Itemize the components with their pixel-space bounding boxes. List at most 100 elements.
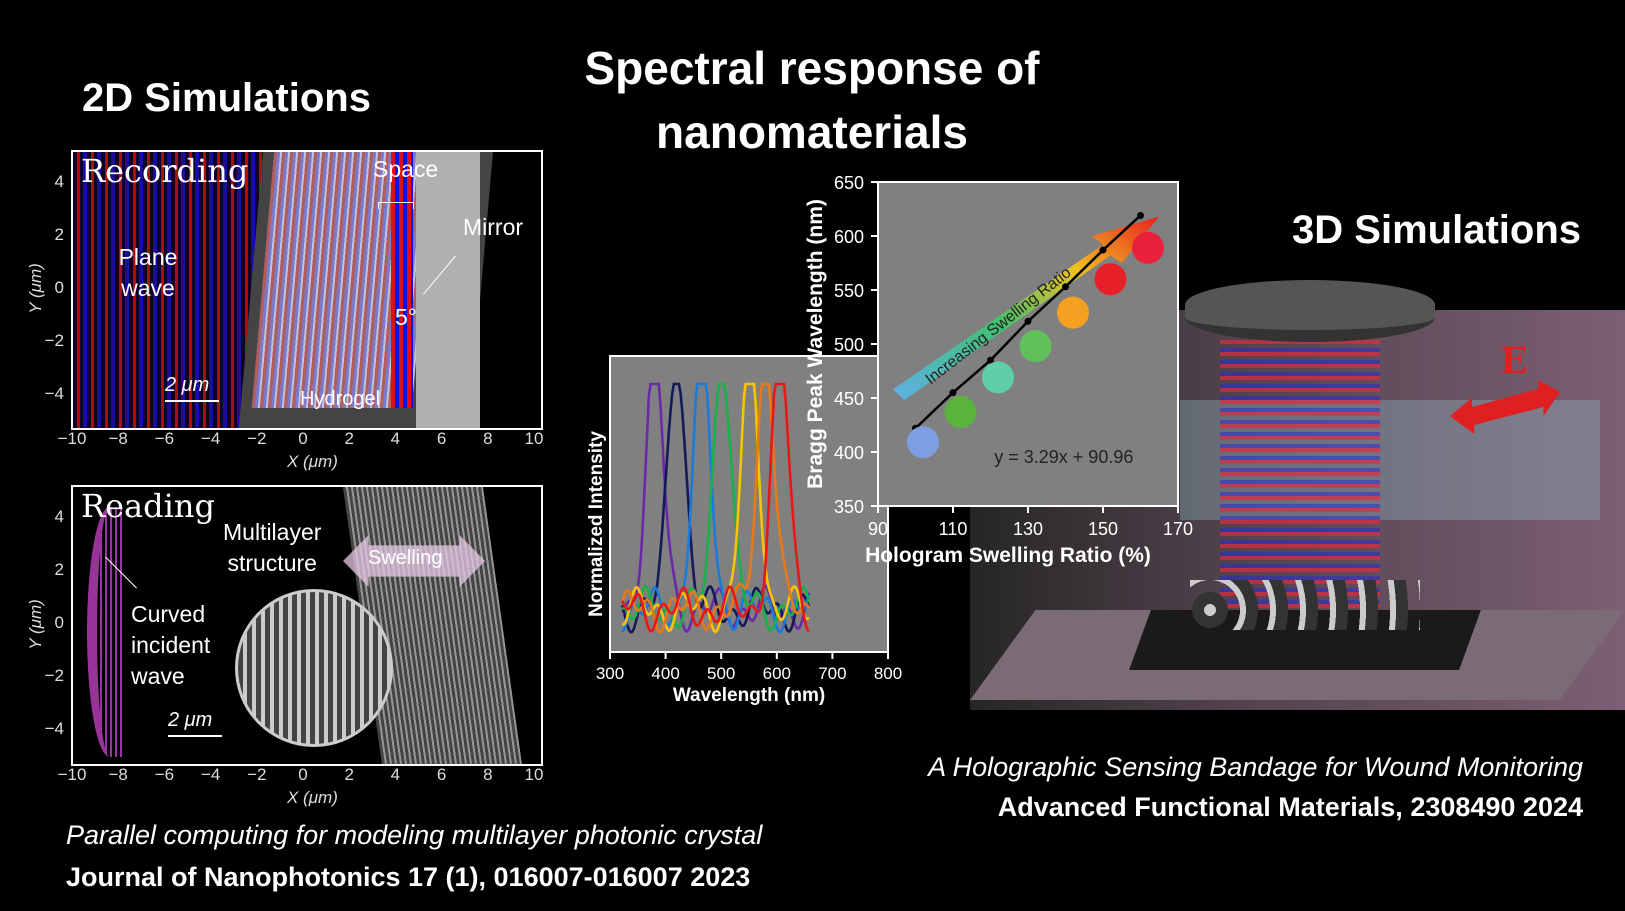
fit-point (987, 356, 994, 364)
x-tick-label: 8 (483, 429, 493, 448)
x-tick-label: 0 (298, 765, 308, 784)
x-tick-label: 400 (651, 664, 679, 683)
angle-label: 5° (395, 304, 417, 330)
fit-point (1024, 317, 1032, 325)
x-tick-label: 500 (707, 664, 735, 683)
y-axis-label: Bragg Peak Wavelength (nm) (804, 199, 827, 489)
y-tick-label: 550 (834, 281, 864, 301)
spectra-plot-area (609, 355, 889, 653)
curved-incident-wave (87, 507, 125, 757)
x-tick-label: 10 (524, 429, 544, 448)
heading-3d-simulations: 3D Simulations (1292, 208, 1581, 252)
x-tick-label: 90 (868, 519, 888, 539)
y-tick-label: 500 (834, 335, 864, 355)
x-tick-label: −6 (154, 765, 175, 784)
x-axis-label: Hologram Swelling Ratio (%) (865, 544, 1151, 567)
y-tick-label: 4 (54, 172, 64, 191)
x-tick-label: −8 (108, 765, 128, 784)
scale-bar-label: 2 μm (168, 709, 213, 731)
plane-wave-label-line1: Plane (118, 244, 178, 270)
space-label: Space (373, 156, 439, 182)
field-beam (1220, 340, 1380, 620)
y-tick-label: 650 (834, 173, 864, 193)
x-tick-label: −2 (247, 765, 267, 784)
x-tick-label: 6 (436, 429, 447, 448)
x-tick-label: 170 (1163, 519, 1193, 539)
color-point (944, 396, 977, 429)
curved-wave-label-line2: incident (131, 632, 211, 658)
y-tick-label: 0 (54, 613, 64, 632)
y-tick-label: −4 (44, 384, 64, 403)
nanodomes (1190, 580, 1420, 630)
fit-point (1099, 246, 1107, 254)
heading-spectral-line1: Spectral response of (584, 42, 1040, 94)
x-tick-label: 800 (874, 664, 902, 683)
multilayer-label: Multilayer structure (223, 517, 321, 579)
x-axis-label: Wavelength (nm) (673, 685, 825, 706)
y-tick-label: −2 (44, 666, 64, 685)
x-axis-label: X (μm) (287, 788, 338, 807)
x-tick-label: 110 (939, 519, 968, 539)
swelling-label: Swelling (368, 547, 443, 569)
heading-spectral-response: Spectral response of nanomaterials (462, 36, 1162, 164)
field-label: E (1500, 340, 1528, 382)
x-tick-label: 2 (344, 765, 354, 784)
fit-point (1062, 283, 1069, 291)
spectrum-line-2 (620, 382, 811, 634)
x-tick-label: 2 (344, 429, 354, 448)
y-tick-label: 350 (834, 497, 864, 517)
citation-right-title: A Holographic Sensing Bandage for Wound … (928, 752, 1583, 782)
space-fringes (391, 152, 413, 408)
reading-title: Reading (81, 487, 215, 525)
x-tick-label: −2 (247, 429, 267, 448)
x-tick-label: 6 (436, 765, 447, 784)
spectrum-line-7 (621, 382, 810, 633)
citation-left-title: Parallel computing for modeling multilay… (66, 820, 763, 850)
color-point (1019, 330, 1052, 363)
heading-2d-simulations: 2D Simulations (82, 76, 371, 120)
recording-title: Recording (81, 152, 249, 190)
multilayer-label-line2: structure (227, 550, 317, 576)
curved-wave-label-line3: wave (131, 663, 185, 689)
swelling-arrow-icon (893, 216, 1160, 401)
y-axis-label: Normalized Intensity (586, 431, 607, 617)
x-tick-label: 300 (596, 664, 624, 683)
color-point (1094, 263, 1127, 296)
reading-panel: Swelling Reading Multilayer structure Cur… (71, 485, 543, 766)
y-tick-label: −4 (44, 719, 64, 738)
citation-right-journal: Advanced Functional Materials, 2308490 2… (997, 792, 1583, 822)
y-tick-label: 0 (54, 278, 64, 297)
x-tick-label: −6 (154, 429, 175, 448)
x-tick-label: 10 (524, 765, 544, 784)
color-point (907, 426, 939, 459)
fit-point (1137, 211, 1144, 219)
heading-spectral-line2: nanomaterials (656, 106, 968, 158)
x-tick-label: 150 (1088, 519, 1118, 539)
y-tick-label: 4 (54, 507, 64, 526)
mirror-label: Mirror (463, 214, 524, 240)
y-tick-label: 2 (54, 560, 64, 579)
scale-bar (165, 400, 219, 402)
x-tick-label: −4 (200, 765, 221, 784)
fit-point (949, 389, 957, 397)
hydrogel-label: Hydrogel (300, 388, 381, 410)
citation-left-journal: Journal of Nanophotonics 17 (1), 016007-… (66, 862, 751, 892)
fit-equation: y = 3.29x + 90.96 (994, 447, 1133, 467)
x-tick-label: −4 (200, 429, 221, 448)
color-point (1057, 296, 1089, 329)
x-tick-label: 4 (390, 429, 401, 448)
x-tick-label: 4 (390, 765, 401, 784)
plane-wave-label-line2: wave (121, 275, 175, 301)
scene-3d: E (970, 280, 1625, 730)
scale-bar-label: 2 μm (165, 374, 210, 396)
curved-wave-label-line1: Curved (131, 601, 206, 627)
recording-panel: Recording Plane wave Space Mirror 5° Hydr… (71, 150, 543, 430)
curved-wave-label: Curved incident wave (131, 599, 210, 692)
x-tick-label: 600 (763, 664, 791, 683)
x-axis-label: X (μm) (287, 452, 338, 471)
x-tick-label: −8 (108, 429, 128, 448)
spectrum-line-6 (620, 382, 811, 634)
y-tick-label: −2 (44, 331, 64, 350)
x-tick-label: −10 (57, 765, 87, 784)
